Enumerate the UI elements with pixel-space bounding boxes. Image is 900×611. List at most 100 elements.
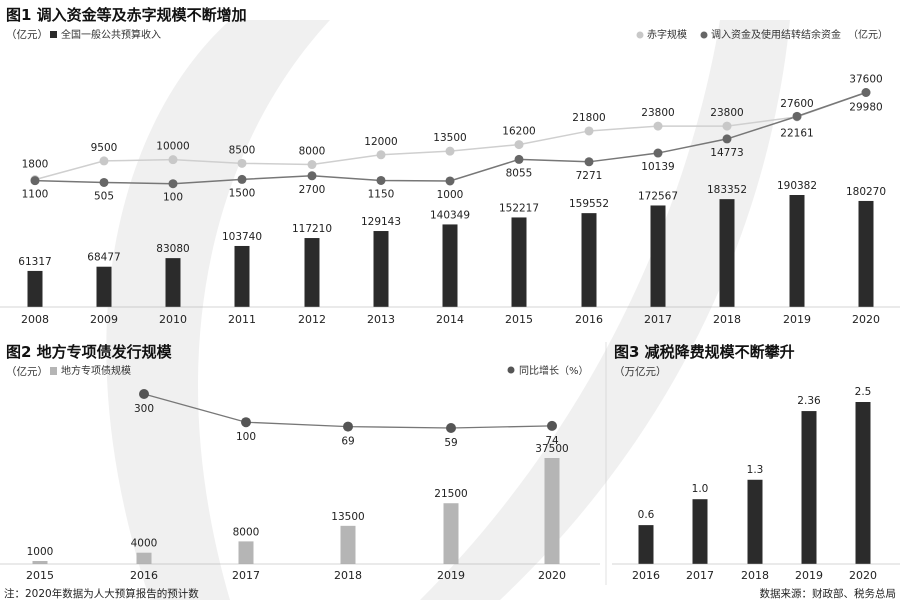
chart2-label-growth: 69 <box>341 436 354 448</box>
chart2-label-growth: 59 <box>444 437 457 449</box>
chart1-bar-label: 190382 <box>777 180 817 192</box>
chart3-bar-label: 0.6 <box>638 509 655 521</box>
chart1-bar-label: 103740 <box>222 231 262 243</box>
chart1-label-deficit: 12000 <box>364 136 397 148</box>
chart2-unit: （亿元） <box>6 365 48 378</box>
chart3-x-tick: 2017 <box>686 569 714 582</box>
chart1-point-deficit <box>237 158 247 168</box>
chart1-point-transfer <box>376 175 386 185</box>
chart1-label-transfer: 1100 <box>22 189 49 201</box>
chart1-point-deficit <box>99 156 109 166</box>
chart1-x-tick: 2011 <box>228 313 256 326</box>
chart2-point-growth <box>547 420 557 431</box>
chart1-bar <box>304 238 320 307</box>
chart1-bar <box>719 199 735 307</box>
chart1-bar <box>96 266 112 307</box>
chart2-bar-label: 4000 <box>131 538 158 550</box>
chart1-bar <box>581 213 597 307</box>
chart1-bar-label: 183352 <box>707 184 747 196</box>
data-source: 数据来源：财政部、税务总局 <box>760 587 897 600</box>
chart3-bar-label: 2.36 <box>797 395 821 407</box>
chart1-x-tick: 2019 <box>783 313 811 326</box>
chart2-bar-label: 1000 <box>27 546 54 558</box>
chart1-x-tick: 2016 <box>575 313 603 326</box>
chart1-label-transfer: 8055 <box>506 167 533 179</box>
chart3-unit: （万亿元） <box>614 365 667 378</box>
chart1-bar-label: 172567 <box>638 190 678 202</box>
chart2-bar-label: 37500 <box>535 443 568 455</box>
chart3-bar <box>692 499 708 564</box>
chart1-x-tick: 2008 <box>21 313 49 326</box>
chart1-title: 图1 调入资金等及赤字规模不断增加 <box>6 6 247 24</box>
chart1-point-transfer <box>168 179 178 189</box>
chart1-bar-label: 140349 <box>430 209 470 221</box>
chart1-x-tick: 2015 <box>505 313 533 326</box>
chart1-label-deficit: 10000 <box>156 141 189 153</box>
chart1-point-transfer <box>792 111 802 121</box>
chart1-bar <box>511 217 527 307</box>
chart3: 图3 减税降费规模不断攀升 （万亿元） 0.6 1.0 1.3 2.36 2.5 201… <box>612 343 900 582</box>
chart1-legend-line2-swatch <box>700 31 708 39</box>
chart1-bar-label: 152217 <box>499 202 539 214</box>
chart1-point-transfer <box>99 177 109 187</box>
chart2-x-tick: 2020 <box>538 569 566 582</box>
chart2-legend-line-label: 同比增长（%） <box>519 364 589 377</box>
chart3-bar-label: 1.0 <box>692 483 709 495</box>
chart1-x-tick: 2013 <box>367 313 395 326</box>
chart2-bar-label: 8000 <box>233 526 260 538</box>
chart3-x-tick: 2016 <box>632 569 660 582</box>
chart1-bar <box>27 270 43 307</box>
chart1-label-deficit: 13500 <box>433 132 466 144</box>
chart1-point-deficit <box>722 121 732 131</box>
chart1-label-deficit: 37600 <box>849 74 882 86</box>
chart1-x-tick: 2009 <box>90 313 118 326</box>
chart1-point-transfer <box>584 157 594 167</box>
chart1-point-transfer <box>30 176 40 186</box>
chart3-bar-label: 2.5 <box>855 386 872 398</box>
chart2-title: 图2 地方专项债发行规模 <box>6 343 173 361</box>
chart2-x-tick: 2017 <box>232 569 260 582</box>
chart1-bar-label: 61317 <box>18 256 51 268</box>
chart1-label-transfer: 505 <box>94 190 114 202</box>
chart3-x-tick: 2020 <box>849 569 877 582</box>
chart2-x-tick: 2016 <box>130 569 158 582</box>
chart2-bar-label: 13500 <box>331 511 364 523</box>
chart1-label-transfer: 1000 <box>437 189 464 201</box>
chart1-bar-label: 68477 <box>87 252 120 264</box>
chart1-x-tick: 2014 <box>436 313 464 326</box>
chart2-label-growth: 74 <box>545 435 559 447</box>
chart1-label-transfer: 22161 <box>780 127 813 139</box>
chart1-point-deficit <box>584 126 594 136</box>
chart1-label-deficit: 8500 <box>229 144 256 156</box>
chart1-legend-line1-swatch <box>636 31 644 39</box>
chart2-point-growth <box>343 421 353 432</box>
chart1-legend-line2-label: 调入资金及使用结转结余资金 <box>711 28 841 41</box>
chart1-bar-label: 159552 <box>569 198 609 210</box>
chart1-point-deficit <box>307 160 317 170</box>
chart1-x-tick: 2020 <box>852 313 880 326</box>
chart1: 图1 调入资金等及赤字规模不断增加 （亿元） 全国一般公共预算收入 赤字规模 调… <box>0 6 900 326</box>
chart1-legend-bar-swatch <box>50 31 57 38</box>
chart2-bar-label: 21500 <box>434 488 467 500</box>
chart3-bar <box>801 411 817 564</box>
chart1-bar <box>165 258 181 307</box>
chart1-label-deficit: 21800 <box>572 112 605 124</box>
chart1-label-transfer: 1500 <box>229 187 256 199</box>
chart2-bar <box>340 525 356 564</box>
chart2-legend-bar-swatch <box>50 367 57 375</box>
chart1-label-transfer: 7271 <box>576 170 603 182</box>
chart1-legend-unit: （亿元） <box>848 28 888 41</box>
chart1-label-deficit: 9500 <box>91 142 118 154</box>
chart1-bar <box>858 200 874 307</box>
chart1-label-transfer: 2700 <box>299 184 326 196</box>
chart2-bar <box>443 503 459 564</box>
chart1-x-tick: 2010 <box>159 313 187 326</box>
chart2-bar <box>238 541 254 564</box>
chart3-bar <box>747 479 763 564</box>
chart1-bar <box>234 245 250 307</box>
chart2-x-tick: 2019 <box>437 569 465 582</box>
chart3-bar-label: 1.3 <box>747 464 764 476</box>
chart1-point-transfer <box>653 148 663 158</box>
chart1-x-tick: 2012 <box>298 313 326 326</box>
